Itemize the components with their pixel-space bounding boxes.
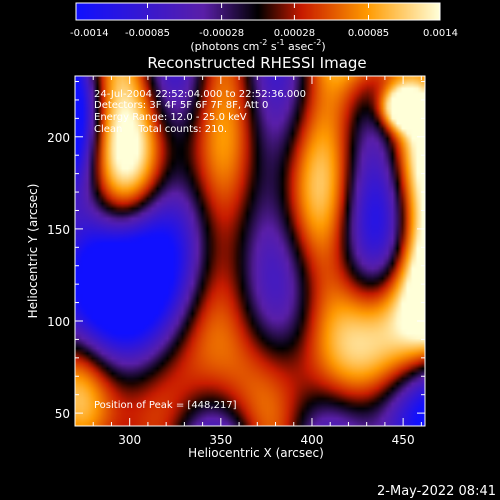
y-axis-label: Heliocentric Y (arcsec) xyxy=(26,184,40,319)
y-tick-label: 200 xyxy=(47,131,70,145)
peak-position-label: Position of Peak = [448,217] xyxy=(94,400,237,411)
colorbar: -0.0014 -0.00085 -0.00028 0.00028 0.00085 0.0… xyxy=(70,2,458,53)
heatmap-image xyxy=(75,76,425,426)
annotation-energy-range: Energy Range: 12.0 - 25.0 keV xyxy=(94,112,247,123)
colorbar-ticks: -0.0014 -0.00085 -0.00028 0.00028 0.00085 0.0… xyxy=(70,3,458,39)
y-tick-label: 100 xyxy=(47,315,70,329)
colorbar-units-label: (photons cm-2 s-1 asec-2) xyxy=(190,38,325,53)
colorbar-tick-label: 0.00085 xyxy=(348,28,389,39)
annotation-time-range: 24-Jul-2004 22:52:04.000 to 22:52:36.000 xyxy=(94,89,306,100)
colorbar-tick-label: -0.0014 xyxy=(70,28,109,39)
colorbar-tick-label: -0.00028 xyxy=(199,28,244,39)
y-tick-label: 50 xyxy=(55,407,70,421)
plot-frame xyxy=(74,75,426,427)
y-tick-label: 150 xyxy=(47,223,70,237)
x-tick-label: 400 xyxy=(301,433,324,447)
colorbar-tick-label: 0.00028 xyxy=(274,28,315,39)
x-axis-ticks: 300 350 400 450 xyxy=(74,76,422,447)
footer-timestamp: 2-May-2022 08:41 xyxy=(377,484,496,499)
x-axis-label: Heliocentric X (arcsec) xyxy=(188,446,324,460)
x-tick-label: 450 xyxy=(392,433,415,447)
annotation-clean-counts: Clean Total counts: 210. xyxy=(94,124,227,135)
colorbar-tick-label: 0.0014 xyxy=(423,28,458,39)
annotation-detectors: Detectors: 3F 4F 5F 6F 7F 8F, Att 0 xyxy=(94,100,268,111)
annotation-block: 24-Jul-2004 22:52:04.000 to 22:52:36.000… xyxy=(94,89,306,135)
x-tick-label: 300 xyxy=(118,433,141,447)
x-tick-label: 350 xyxy=(209,433,232,447)
y-axis-ticks: 50 100 150 200 xyxy=(47,81,425,421)
colorbar-gradient xyxy=(76,3,440,20)
chart-title: Reconstructed RHESSI Image xyxy=(147,54,366,72)
colorbar-tick-label: -0.00085 xyxy=(125,28,170,39)
